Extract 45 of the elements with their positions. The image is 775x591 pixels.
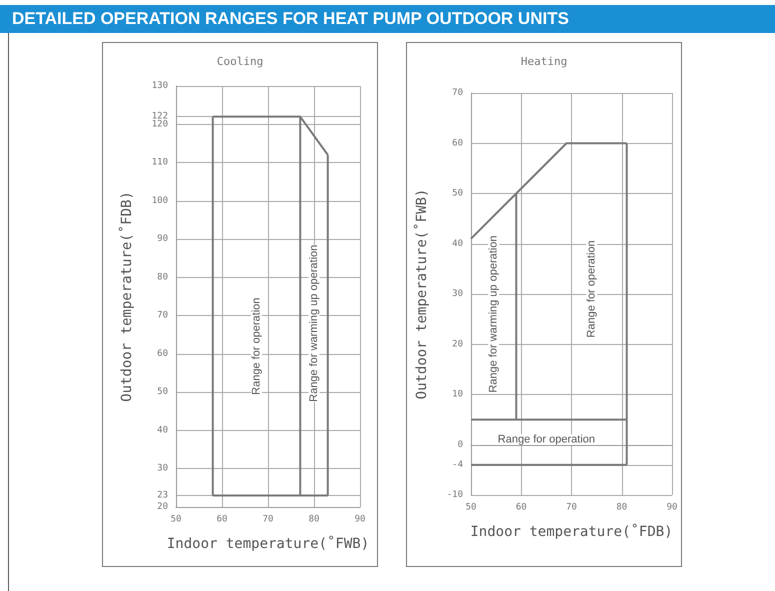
x-tick-label: 70	[566, 502, 577, 512]
y-tick-label: 23	[157, 490, 168, 501]
y-tick-label: 70	[452, 88, 463, 98]
x-axis-title: Indoor temperature(˚FDB)	[470, 523, 673, 540]
y-tick-label: 20	[157, 502, 168, 512]
y-tick-label: 30	[157, 464, 168, 474]
y-tick-label: 120	[152, 119, 168, 130]
y-tick-label: 0	[458, 440, 463, 450]
x-tick-label: 90	[666, 502, 678, 512]
chart-title: DETAILED OPERATION RANGES FOR HEAT PUMP OUTDOOR UNITS	[0, 5, 775, 33]
y-axis-title: Outdoor temperature(˚FWB)	[413, 188, 430, 400]
y-tick-label: 90	[157, 234, 168, 244]
annotation: Range for operation	[250, 298, 262, 395]
x-tick-label: 80	[308, 514, 320, 524]
x-tick-label: 50	[170, 514, 182, 524]
y-tick-label: -4	[452, 460, 463, 470]
y-tick-label: 30	[452, 289, 463, 299]
y-tick-label: 80	[157, 272, 168, 282]
y-tick-label: 50	[452, 188, 463, 198]
y-tick-label: 50	[157, 387, 168, 398]
chart-subtitle: Heating	[520, 55, 568, 68]
x-tick-label: 50	[466, 502, 476, 512]
annotation: Range for operation	[498, 434, 595, 446]
x-tick-label: 80	[616, 502, 628, 512]
chart-subtitle: Cooling	[216, 55, 264, 68]
x-tick-label: 60	[216, 514, 228, 524]
y-tick-label: 100	[152, 196, 168, 206]
y-tick-label: 40	[157, 425, 168, 436]
x-tick-label: 70	[262, 514, 274, 524]
x-tick-label: 90	[354, 514, 366, 524]
x-tick-label: 60	[516, 502, 527, 512]
y-axis-title: Outdoor temperature(˚FDB)	[118, 191, 135, 402]
annotation: Range for operation	[586, 240, 598, 338]
annotation: Range for warming up operation	[308, 244, 320, 402]
y-tick-label: -10	[446, 490, 463, 500]
y-tick-label: 20	[452, 339, 463, 350]
annotation: Range for warming up operation	[488, 236, 500, 393]
y-tick-label: 60	[157, 348, 168, 359]
y-tick-label: 10	[452, 390, 463, 400]
y-tick-label: 130	[152, 81, 168, 91]
y-tick-label: 60	[452, 138, 463, 148]
y-tick-label: 70	[157, 310, 168, 321]
y-tick-label: 40	[452, 238, 463, 249]
y-tick-label: 110	[152, 158, 168, 168]
x-axis-title: Indoor temperature(˚FWB)	[166, 535, 370, 552]
